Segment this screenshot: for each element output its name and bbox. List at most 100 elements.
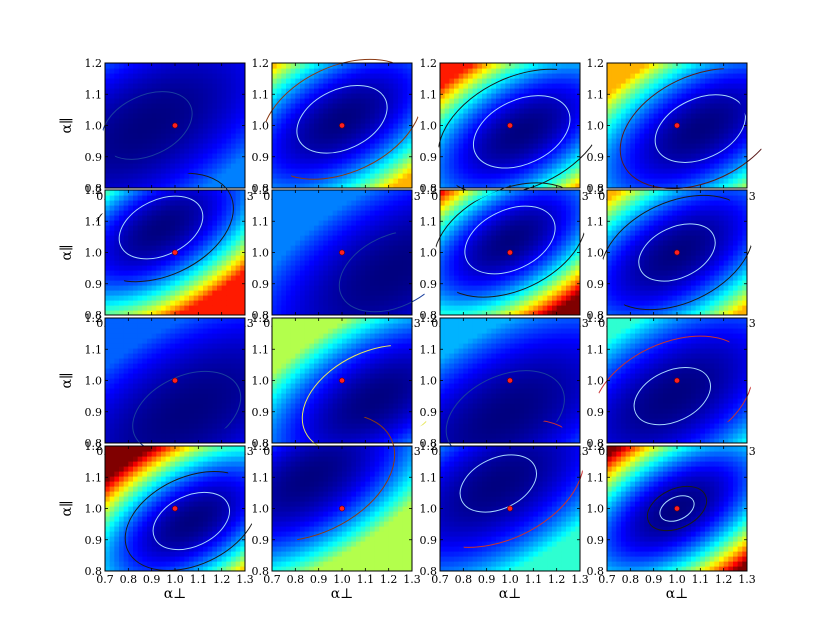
heatmap-cell — [742, 143, 747, 149]
heatmap-cell — [463, 265, 469, 271]
heatmap-cell — [552, 138, 558, 144]
heatmap-cell — [286, 133, 292, 139]
heatmap-cell — [123, 123, 129, 129]
heatmap-cell — [365, 310, 371, 315]
heatmap-cell — [449, 250, 455, 256]
heatmap-cell — [151, 123, 157, 129]
heatmap-cell — [491, 93, 497, 99]
heatmap-cell — [463, 305, 469, 311]
heatmap-cell — [393, 93, 399, 99]
heatmap-cell — [304, 63, 310, 69]
heatmap-cell — [203, 260, 209, 266]
heatmap-cell — [231, 270, 237, 276]
heatmap-cell — [393, 108, 399, 114]
heatmap-cell — [179, 68, 185, 74]
heatmap-cell — [402, 220, 408, 226]
heatmap-cell — [510, 148, 516, 154]
heatmap-cell — [105, 265, 111, 271]
heatmap-cell — [342, 190, 348, 196]
heatmap-cell — [346, 163, 352, 169]
heatmap-cell — [328, 153, 334, 159]
heatmap-cell — [304, 133, 310, 139]
heatmap-cell — [175, 113, 181, 119]
heatmap-cell — [449, 255, 455, 261]
heatmap-cell — [547, 83, 553, 89]
heatmap-cell — [212, 98, 218, 104]
heatmap-cell — [276, 195, 282, 201]
heatmap-cell — [226, 210, 232, 216]
heatmap-cell — [337, 133, 343, 139]
heatmap-cell — [472, 310, 478, 315]
heatmap-cell — [114, 163, 120, 169]
heatmap-cell — [477, 118, 483, 124]
heatmap-cell — [123, 235, 129, 241]
heatmap-cell — [384, 250, 390, 256]
heatmap-cell — [472, 78, 478, 84]
heatmap-cell — [402, 78, 408, 84]
heatmap-cell — [709, 148, 715, 154]
heatmap-cell — [179, 285, 185, 291]
heatmap-cell — [295, 210, 301, 216]
heatmap-cell — [170, 183, 176, 188]
heatmap-cell — [123, 195, 129, 201]
heatmap-cell — [496, 103, 502, 109]
heatmap-cell — [137, 168, 143, 174]
heatmap-cell — [360, 270, 366, 276]
heatmap-cell — [189, 98, 195, 104]
heatmap-cell — [151, 158, 157, 164]
heatmap-cell — [276, 168, 282, 174]
heatmap-cell — [491, 138, 497, 144]
heatmap-cell — [165, 300, 171, 306]
heatmap-cell — [142, 190, 148, 196]
heatmap-cell — [328, 300, 334, 306]
heatmap-cell — [156, 73, 162, 79]
heatmap-cell — [309, 78, 315, 84]
heatmap-cell — [663, 113, 669, 119]
heatmap-cell — [547, 93, 553, 99]
heatmap-cell — [644, 68, 650, 74]
heatmap-cell — [686, 118, 692, 124]
heatmap-cell — [449, 295, 455, 301]
heatmap-cell — [374, 68, 380, 74]
heatmap-cell — [468, 163, 474, 169]
heatmap-cell — [653, 128, 659, 134]
heatmap-cell — [337, 168, 343, 174]
heatmap-cell — [119, 63, 125, 69]
heatmap-cell — [235, 78, 241, 84]
heatmap-cell — [552, 63, 558, 69]
heatmap-cell — [547, 118, 553, 124]
heatmap-cell — [625, 168, 631, 174]
heatmap-cell — [723, 153, 729, 159]
heatmap-cell — [332, 295, 338, 301]
heatmap-cell — [318, 88, 324, 94]
heatmap-cell — [360, 143, 366, 149]
heatmap-cell — [193, 73, 199, 79]
heatmap-cell — [723, 88, 729, 94]
heatmap-cell — [105, 148, 111, 154]
heatmap-cell — [477, 78, 483, 84]
heatmap-cell — [374, 118, 380, 124]
heatmap-cell — [667, 118, 673, 124]
heatmap-cell — [510, 158, 516, 164]
heatmap-cell — [444, 133, 450, 139]
heatmap-cell — [189, 305, 195, 311]
heatmap-cell — [161, 73, 167, 79]
heatmap-cell — [318, 280, 324, 286]
heatmap-cell — [193, 270, 199, 276]
heatmap-cell — [463, 153, 469, 159]
heatmap-cell — [444, 255, 450, 261]
y-tick-label: 1.2 — [252, 57, 270, 70]
heatmap-cell — [328, 260, 334, 266]
heatmap-cell — [370, 205, 376, 211]
heatmap-cell — [276, 83, 282, 89]
heatmap-cell — [332, 210, 338, 216]
heatmap-cell — [309, 83, 315, 89]
heatmap-cell — [217, 93, 223, 99]
heatmap-cell — [677, 178, 683, 184]
heatmap-cell — [240, 83, 245, 89]
heatmap-cell — [625, 83, 631, 89]
heatmap-cell — [175, 205, 181, 211]
heatmap-cell — [198, 143, 204, 149]
heatmap-cell — [691, 118, 697, 124]
heatmap-cell — [449, 173, 455, 179]
